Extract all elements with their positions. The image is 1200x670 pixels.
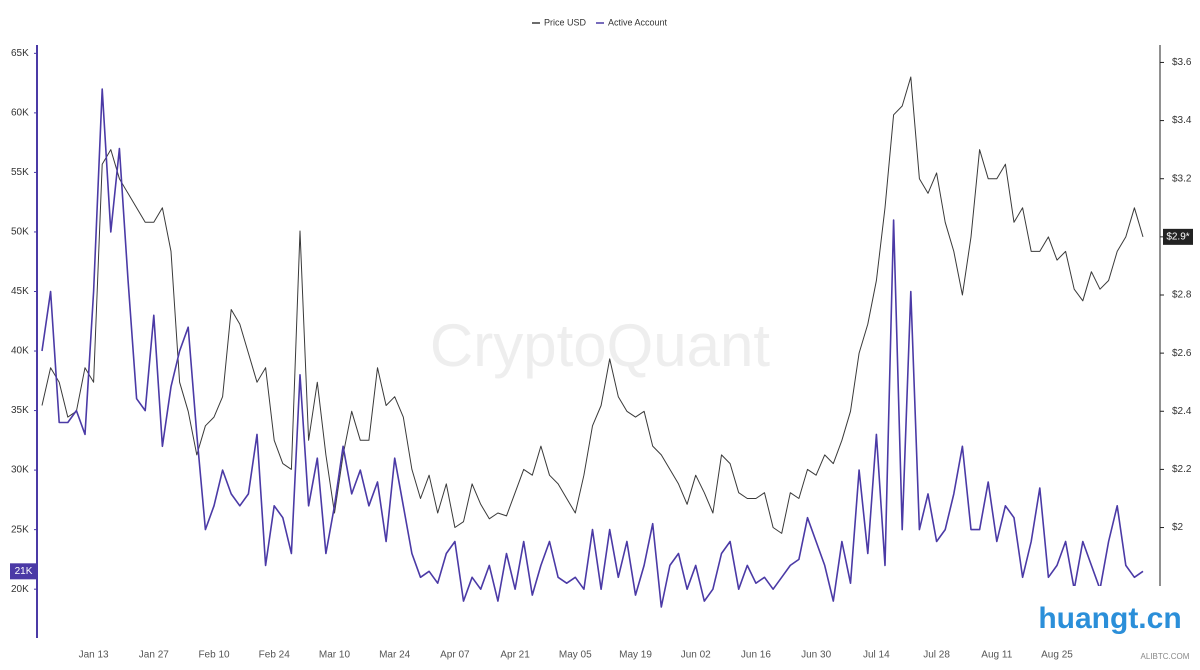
watermark: huangt.cn bbox=[1038, 602, 1181, 635]
y-tick-label: 60K bbox=[11, 108, 29, 119]
x-tick-label: Jul 14 bbox=[863, 650, 890, 661]
x-tick-label: Jan 27 bbox=[139, 650, 169, 661]
x-tick-label: Jun 30 bbox=[801, 650, 831, 661]
y2-tick-label: $2.6 bbox=[1172, 348, 1192, 359]
y-tick-label: 25K bbox=[11, 524, 29, 535]
series-line bbox=[41, 76, 1144, 534]
x-tick-label: Jun 02 bbox=[681, 650, 711, 661]
x-tick-label: Jul 28 bbox=[923, 650, 950, 661]
x-tick-label: May 19 bbox=[619, 650, 652, 661]
y-tick-label: 45K bbox=[11, 286, 29, 297]
x-tick-label: Apr 07 bbox=[440, 650, 470, 661]
watermark: ALIBTC.COM bbox=[1141, 652, 1190, 661]
x-tick-label: Mar 24 bbox=[379, 650, 411, 661]
x-tick-label: May 05 bbox=[559, 650, 592, 661]
x-tick-label: Aug 11 bbox=[981, 650, 1012, 661]
y2-tick-label: $2.2 bbox=[1172, 464, 1192, 475]
y2-tick-label: $3.2 bbox=[1172, 173, 1192, 184]
x-tick-label: Jan 13 bbox=[79, 650, 109, 661]
current-y2-box bbox=[1163, 228, 1193, 245]
y2-tick-label: $2.4 bbox=[1172, 406, 1192, 417]
current-y-label: 21K bbox=[15, 566, 33, 577]
current-y-box bbox=[10, 563, 37, 580]
y-tick-label: 35K bbox=[11, 405, 29, 416]
y-tick-label: 40K bbox=[11, 346, 29, 357]
x-tick-label: Feb 10 bbox=[198, 650, 230, 661]
y-tick-label: 20K bbox=[11, 584, 29, 595]
x-tick-label: Feb 24 bbox=[259, 650, 291, 661]
x-tick-label: Mar 10 bbox=[319, 650, 351, 661]
y2-tick-label: $2.8 bbox=[1172, 290, 1192, 301]
series-line bbox=[41, 88, 1144, 608]
watermark: CryptoQuant bbox=[430, 312, 770, 379]
x-tick-label: Apr 21 bbox=[500, 650, 530, 661]
y-tick-label: 55K bbox=[11, 167, 29, 178]
y-tick-label: 65K bbox=[11, 48, 29, 59]
current-y2-label: $2.9* bbox=[1166, 231, 1189, 242]
legend-label: Active Account bbox=[608, 17, 668, 27]
legend-label: Price USD bbox=[544, 17, 587, 27]
y-tick-label: 50K bbox=[11, 227, 29, 238]
y2-tick-label: $3.6 bbox=[1172, 57, 1192, 68]
y-tick-label: 30K bbox=[11, 465, 29, 476]
y2-tick-label: $3.4 bbox=[1172, 115, 1192, 126]
x-tick-label: Aug 25 bbox=[1041, 650, 1073, 661]
x-tick-label: Jun 16 bbox=[741, 650, 771, 661]
watermark-bg bbox=[1020, 586, 1190, 648]
y2-tick-label: $2 bbox=[1172, 522, 1184, 533]
